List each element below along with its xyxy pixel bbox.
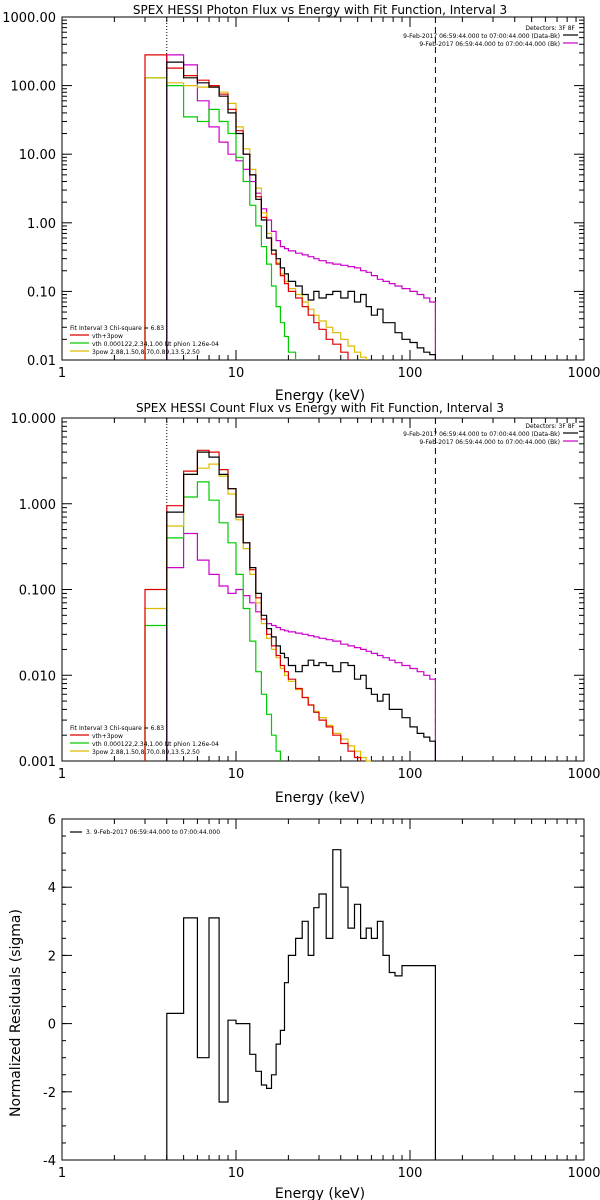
photon-fit-entry-2: vth 0.000122,2.34,1.00 Nt phion 1.26e-04 bbox=[92, 341, 219, 348]
photon-header-line2: 9-Feb-2017 06:59:44.000 to 07:00:44.000 … bbox=[419, 41, 560, 48]
plot-frame bbox=[61, 818, 585, 1161]
y-tick-label: -4 bbox=[43, 1154, 56, 1169]
plot-frame bbox=[61, 16, 585, 361]
count-header-detectors: Detectors: 3F 8F bbox=[525, 423, 575, 430]
series-powerlaw-line bbox=[144, 463, 372, 762]
y-tick-label: 1.000 bbox=[19, 498, 56, 513]
residuals-legend: 3. 9-Feb-2017 06:59:44.000 to 07:00:44.0… bbox=[86, 829, 220, 836]
x-tick-label: 10 bbox=[228, 1166, 245, 1181]
photon-fit-entry-1: vth+3pow bbox=[92, 333, 123, 340]
y-tick-label: 0.10 bbox=[27, 285, 56, 300]
count-header-line1: 9-Feb-2017 06:59:44.000 to 07:00:44.000 … bbox=[403, 431, 560, 438]
x-tick-label: 1000 bbox=[567, 767, 600, 782]
y-tick-label: 10.00 bbox=[19, 148, 56, 163]
x-tick-label: 100 bbox=[398, 1166, 423, 1181]
x-tick-label: 1 bbox=[58, 1166, 66, 1181]
y-tick-label: 6 bbox=[48, 813, 56, 828]
x-tick-label: 1000 bbox=[567, 366, 600, 381]
y-tick-label: 0 bbox=[48, 1018, 56, 1033]
count-flux-title: SPEX HESSI Count Flux vs Energy with Fit… bbox=[136, 401, 504, 415]
photon-flux-panel: SPEX HESSI Photon Flux vs Energy with Fi… bbox=[2, 3, 600, 404]
photon-fit-entry-3: 3pow 2.88,1.50,8.70,0.89,13.5,2.50 bbox=[92, 349, 200, 356]
series-data-line bbox=[166, 61, 436, 360]
series-thermal-line bbox=[144, 481, 281, 761]
y-tick-label: 2 bbox=[48, 949, 56, 964]
y-tick-label: 100.00 bbox=[11, 80, 57, 95]
y-tick-label: 4 bbox=[48, 881, 56, 896]
photon-fit-heading: Fit Interval 3 Chi-square = 6.83 bbox=[70, 325, 164, 332]
x-tick-label: 100 bbox=[398, 767, 423, 782]
y-tick-label: 0.001 bbox=[19, 755, 56, 770]
x-tick-label: 1 bbox=[58, 767, 66, 782]
count-flux-xlabel: Energy (keV) bbox=[275, 790, 365, 806]
series-residuals-line bbox=[166, 849, 436, 1160]
y-tick-label: 0.100 bbox=[19, 584, 56, 599]
count-fit-heading: Fit Interval 3 Chi-square = 6.83 bbox=[70, 725, 164, 732]
count-fit-entry-3: 3pow 2.88,1.50,8.70,0.89,13.5,2.50 bbox=[92, 749, 200, 756]
residuals-xlabel: Energy (keV) bbox=[275, 1186, 365, 1200]
count-fit-entry-2: vth 0.000122,2.34,1.00 Nt phion 1.26e-04 bbox=[92, 741, 219, 748]
series-data-line bbox=[166, 451, 436, 761]
y-tick-label: -2 bbox=[43, 1086, 56, 1101]
series-background-line bbox=[166, 532, 436, 761]
residuals-ylabel: Normalized Residuals (sigma) bbox=[8, 909, 24, 1117]
series-thermal-line bbox=[144, 77, 297, 360]
x-tick-label: 10 bbox=[228, 366, 245, 381]
y-tick-label: 0.01 bbox=[27, 354, 56, 369]
photon-flux-xlabel: Energy (keV) bbox=[275, 388, 365, 404]
series-total-line bbox=[144, 54, 349, 360]
plot-frame bbox=[61, 417, 585, 762]
y-tick-label: 1.00 bbox=[27, 217, 56, 232]
y-tick-label: 10.000 bbox=[11, 412, 57, 427]
y-tick-label: 1000.00 bbox=[2, 11, 56, 26]
x-tick-label: 10 bbox=[228, 767, 245, 782]
residuals-panel: 1 10 100 1000 -4 -2 0 2 4 6 Energy (keV) Normaliz… bbox=[8, 813, 600, 1200]
x-tick-label: 1000 bbox=[567, 1166, 600, 1181]
count-header-line2: 9-Feb-2017 06:59:44.000 to 07:00:44.000 … bbox=[419, 439, 560, 446]
series-total-line bbox=[144, 449, 362, 761]
x-tick-label: 1 bbox=[58, 366, 66, 381]
photon-header-detectors: Detectors: 3F 8F bbox=[525, 25, 575, 32]
x-tick-label: 100 bbox=[398, 366, 423, 381]
y-tick-label: 0.010 bbox=[19, 669, 56, 684]
count-flux-panel: SPEX HESSI Count Flux vs Energy with Fit… bbox=[11, 401, 600, 806]
photon-flux-title: SPEX HESSI Photon Flux vs Energy with Fi… bbox=[133, 3, 507, 17]
count-fit-entry-1: vth+3pow bbox=[92, 733, 123, 740]
series-background-line bbox=[166, 54, 436, 360]
photon-header-line1: 9-Feb-2017 06:59:44.000 to 07:00:44.000 … bbox=[403, 33, 560, 40]
